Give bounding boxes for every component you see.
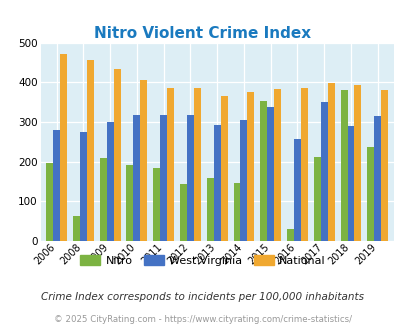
Text: © 2025 CityRating.com - https://www.cityrating.com/crime-statistics/: © 2025 CityRating.com - https://www.city… — [54, 315, 351, 324]
Bar — [126, 165, 133, 241]
Bar — [53, 130, 60, 241]
Bar — [313, 157, 320, 241]
Legend: Nitro, West Virginia, National: Nitro, West Virginia, National — [76, 250, 329, 270]
Bar — [293, 139, 300, 241]
Bar — [80, 132, 87, 241]
Bar — [260, 101, 266, 241]
Bar — [100, 158, 107, 241]
Bar — [367, 147, 373, 241]
Bar — [179, 184, 187, 241]
Bar — [240, 120, 247, 241]
Bar — [300, 88, 307, 241]
Bar — [60, 53, 67, 241]
Text: Nitro Violent Crime Index: Nitro Violent Crime Index — [94, 25, 311, 41]
Bar — [347, 126, 354, 241]
Bar — [247, 92, 254, 241]
Bar — [273, 89, 281, 241]
Bar — [113, 69, 120, 241]
Bar — [206, 178, 213, 241]
Bar — [167, 88, 174, 241]
Bar — [266, 108, 273, 241]
Bar — [73, 216, 80, 241]
Text: Crime Index corresponds to incidents per 100,000 inhabitants: Crime Index corresponds to incidents per… — [41, 292, 364, 302]
Bar — [187, 115, 194, 241]
Bar — [340, 90, 347, 241]
Bar — [46, 163, 53, 241]
Bar — [233, 183, 240, 241]
Bar — [107, 122, 113, 241]
Bar — [153, 168, 160, 241]
Bar — [373, 116, 380, 241]
Bar — [320, 102, 327, 241]
Bar — [194, 88, 200, 241]
Bar — [220, 96, 227, 241]
Bar — [354, 85, 360, 241]
Bar — [87, 60, 94, 241]
Bar — [213, 125, 220, 241]
Bar — [286, 229, 293, 241]
Bar — [140, 80, 147, 241]
Bar — [327, 83, 334, 241]
Bar — [133, 115, 140, 241]
Bar — [160, 115, 167, 241]
Bar — [380, 90, 387, 241]
